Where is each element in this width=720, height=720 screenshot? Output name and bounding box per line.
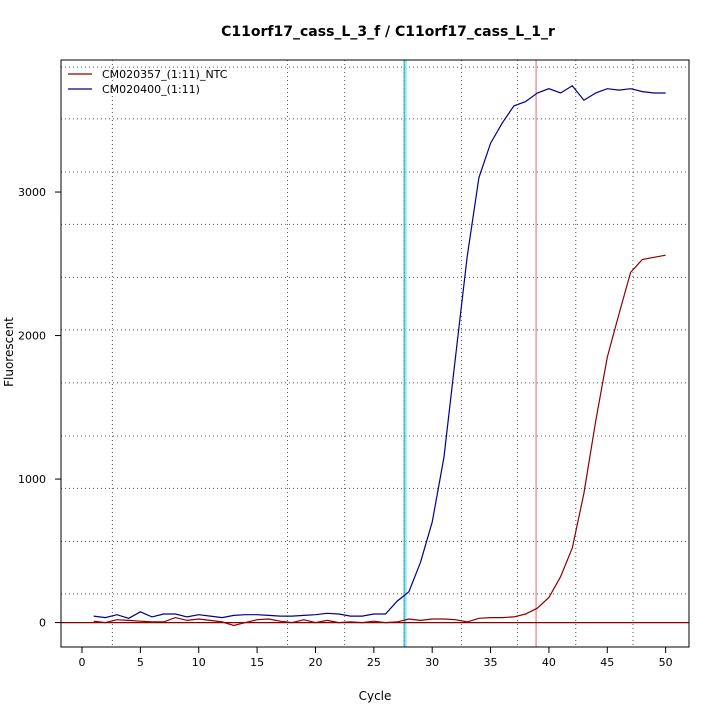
x-tick-label-2: 10 — [192, 656, 206, 669]
series-line-0 — [93, 254, 666, 627]
x-tick-label-4: 20 — [308, 656, 322, 669]
x-tick-label-0: 0 — [79, 656, 86, 669]
y-tick-label-3: 3000 — [18, 186, 46, 199]
x-axis: 0 5 10 15 20 25 30 35 40 45 50 — [79, 647, 673, 669]
x-tick-label-9: 45 — [600, 656, 614, 669]
y-tick-label-2: 2000 — [18, 330, 46, 343]
reference-lines — [61, 60, 689, 647]
x-tick-label-5: 25 — [367, 656, 381, 669]
x-tick-label-6: 30 — [425, 656, 439, 669]
y-tick-label-0: 0 — [39, 617, 46, 630]
legend-label-ntc: CM020357_(1:11)_NTC — [102, 68, 228, 81]
x-tick-label-3: 15 — [250, 656, 264, 669]
x-axis-label: Cycle — [359, 689, 392, 703]
x-tick-label-10: 50 — [659, 656, 673, 669]
series-group — [93, 85, 666, 627]
x-tick-label-1: 5 — [137, 656, 144, 669]
x-tick-label-8: 40 — [542, 656, 556, 669]
series-line-1 — [93, 85, 666, 619]
y-axis: 0 1000 2000 3000 — [18, 186, 61, 630]
legend: CM020357_(1:11)_NTC CM020400_(1:11) — [68, 68, 228, 96]
legend-label-sample: CM020400_(1:11) — [102, 83, 200, 96]
grid — [61, 60, 689, 647]
x-tick-label-7: 35 — [484, 656, 498, 669]
y-tick-label-1: 1000 — [18, 473, 46, 486]
chart-title: C11orf17_cass_L_3_f / C11orf17_cass_L_1_… — [221, 24, 555, 40]
y-axis-label: Fluorescent — [2, 317, 16, 387]
plot-frame — [60, 59, 690, 648]
